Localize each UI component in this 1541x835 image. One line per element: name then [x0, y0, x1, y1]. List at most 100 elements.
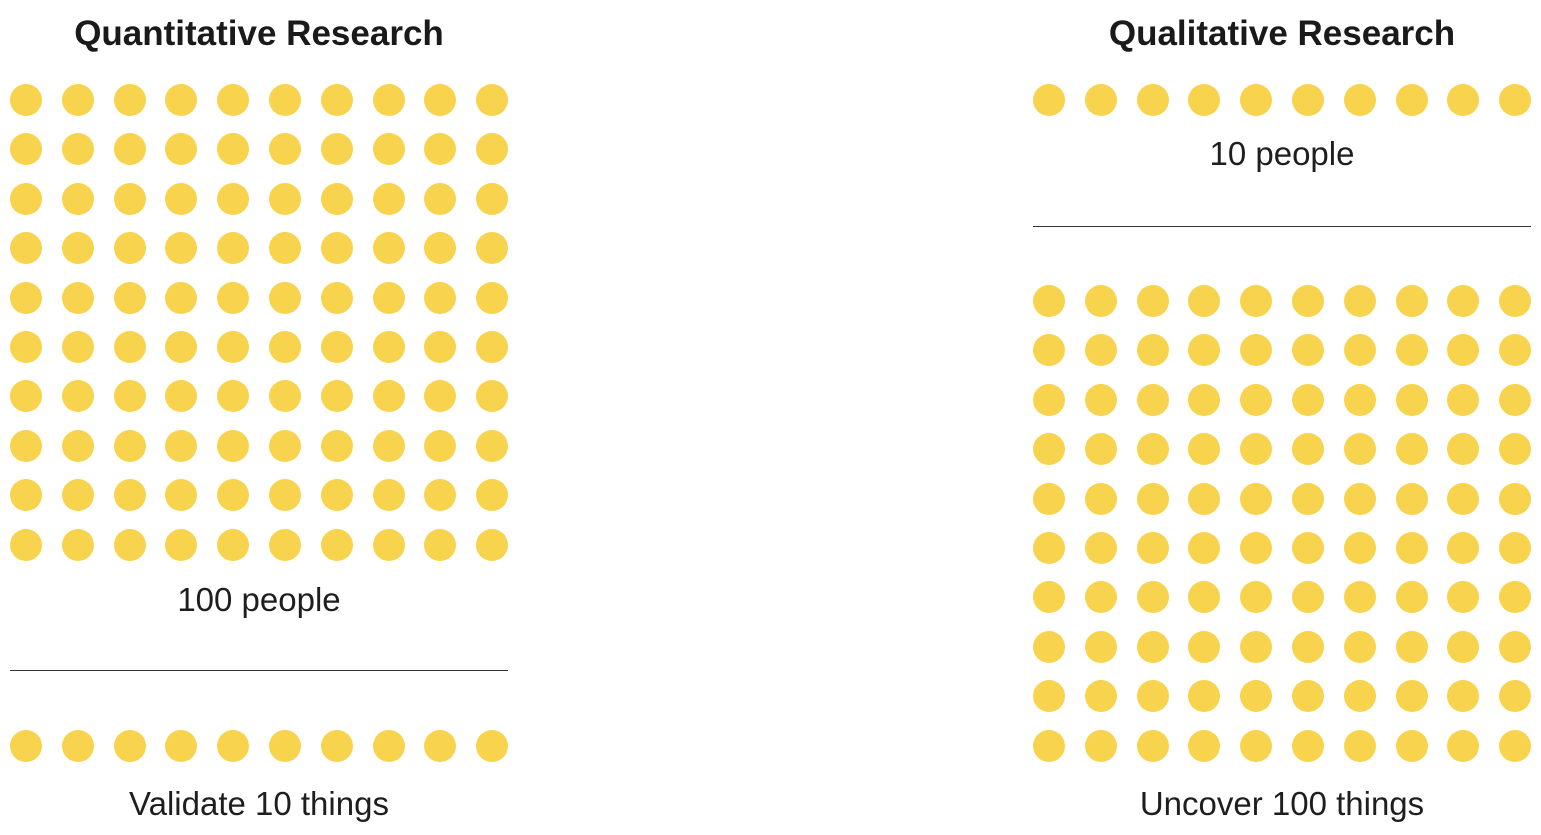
- person-dot: [424, 281, 457, 314]
- thing-dot: [1136, 433, 1169, 466]
- thing-dot: [1084, 383, 1117, 416]
- person-dot: [476, 133, 509, 166]
- thing-dot: [1395, 729, 1428, 762]
- person-dot: [61, 281, 94, 314]
- thing-dot: [1343, 680, 1376, 713]
- person-dot: [320, 133, 353, 166]
- person-dot: [1033, 84, 1065, 116]
- thing-dot: [476, 730, 509, 762]
- thing-dot: [372, 730, 405, 762]
- person-dot: [113, 479, 146, 512]
- thing-dot: [1240, 433, 1273, 466]
- thing-dot: [1395, 383, 1428, 416]
- thing-dot: [1033, 729, 1065, 762]
- person-dot: [10, 84, 42, 116]
- thing-dot: [1240, 630, 1273, 663]
- thing-dot: [1447, 334, 1480, 367]
- thing-dot: [113, 730, 146, 762]
- thing-dot: [1240, 680, 1273, 713]
- person-dot: [320, 281, 353, 314]
- thing-dot: [1395, 334, 1428, 367]
- thing-dot: [1084, 285, 1117, 317]
- thing-dot: [1447, 482, 1480, 515]
- person-dot: [1395, 84, 1428, 116]
- thing-dot: [1291, 482, 1324, 515]
- thing-dot: [1447, 630, 1480, 663]
- person-dot: [320, 528, 353, 561]
- person-dot: [217, 330, 250, 363]
- thing-dot: [1084, 729, 1117, 762]
- person-dot: [10, 232, 42, 265]
- person-dot: [10, 429, 42, 462]
- thing-dot: [1343, 531, 1376, 564]
- person-dot: [424, 133, 457, 166]
- thing-dot: [1240, 482, 1273, 515]
- quantitative-panel: Quantitative Research 100 people Validat…: [10, 0, 509, 835]
- quantitative-title: Quantitative Research: [74, 14, 444, 53]
- person-dot: [424, 479, 457, 512]
- person-dot: [268, 380, 301, 413]
- person-dot: [476, 232, 509, 265]
- thing-dot: [1291, 680, 1324, 713]
- thing-dot: [1499, 680, 1532, 713]
- thing-dot: [1033, 680, 1065, 713]
- person-dot: [476, 380, 509, 413]
- person-dot: [372, 133, 405, 166]
- person-dot: [476, 84, 509, 116]
- thing-dot: [1395, 285, 1428, 317]
- thing-dot: [217, 730, 250, 762]
- person-dot: [113, 528, 146, 561]
- person-dot: [268, 330, 301, 363]
- person-dot: [372, 429, 405, 462]
- person-dot: [10, 380, 42, 413]
- thing-dot: [1084, 581, 1117, 614]
- thing-dot: [1343, 630, 1376, 663]
- thing-dot: [1447, 680, 1480, 713]
- person-dot: [10, 133, 42, 166]
- thing-dot: [1395, 433, 1428, 466]
- quantitative-things-dot-grid: [10, 730, 509, 762]
- person-dot: [1343, 84, 1376, 116]
- person-dot: [165, 380, 198, 413]
- person-dot: [165, 182, 198, 215]
- thing-dot: [1084, 531, 1117, 564]
- thing-dot: [1188, 729, 1221, 762]
- person-dot: [320, 182, 353, 215]
- person-dot: [476, 528, 509, 561]
- thing-dot: [1033, 433, 1065, 466]
- thing-dot: [10, 730, 42, 762]
- thing-dot: [1499, 285, 1532, 317]
- thing-dot: [165, 730, 198, 762]
- thing-dot: [1395, 482, 1428, 515]
- person-dot: [1136, 84, 1169, 116]
- thing-dot: [1291, 729, 1324, 762]
- person-dot: [372, 380, 405, 413]
- thing-dot: [1084, 334, 1117, 367]
- person-dot: [165, 133, 198, 166]
- person-dot: [372, 281, 405, 314]
- thing-dot: [1084, 680, 1117, 713]
- person-dot: [1084, 84, 1117, 116]
- thing-dot: [61, 730, 94, 762]
- thing-dot: [1291, 630, 1324, 663]
- person-dot: [10, 182, 42, 215]
- thing-dot: [1136, 581, 1169, 614]
- person-dot: [61, 84, 94, 116]
- person-dot: [10, 528, 42, 561]
- person-dot: [113, 133, 146, 166]
- thing-dot: [1240, 285, 1273, 317]
- person-dot: [424, 429, 457, 462]
- thing-dot: [1291, 531, 1324, 564]
- thing-dot: [1033, 630, 1065, 663]
- thing-dot: [1136, 285, 1169, 317]
- person-dot: [476, 182, 509, 215]
- thing-dot: [1033, 482, 1065, 515]
- person-dot: [372, 182, 405, 215]
- person-dot: [113, 380, 146, 413]
- quantitative-divider: [10, 670, 508, 671]
- thing-dot: [1291, 383, 1324, 416]
- thing-dot: [1499, 531, 1532, 564]
- thing-dot: [1447, 581, 1480, 614]
- person-dot: [424, 232, 457, 265]
- person-dot: [476, 281, 509, 314]
